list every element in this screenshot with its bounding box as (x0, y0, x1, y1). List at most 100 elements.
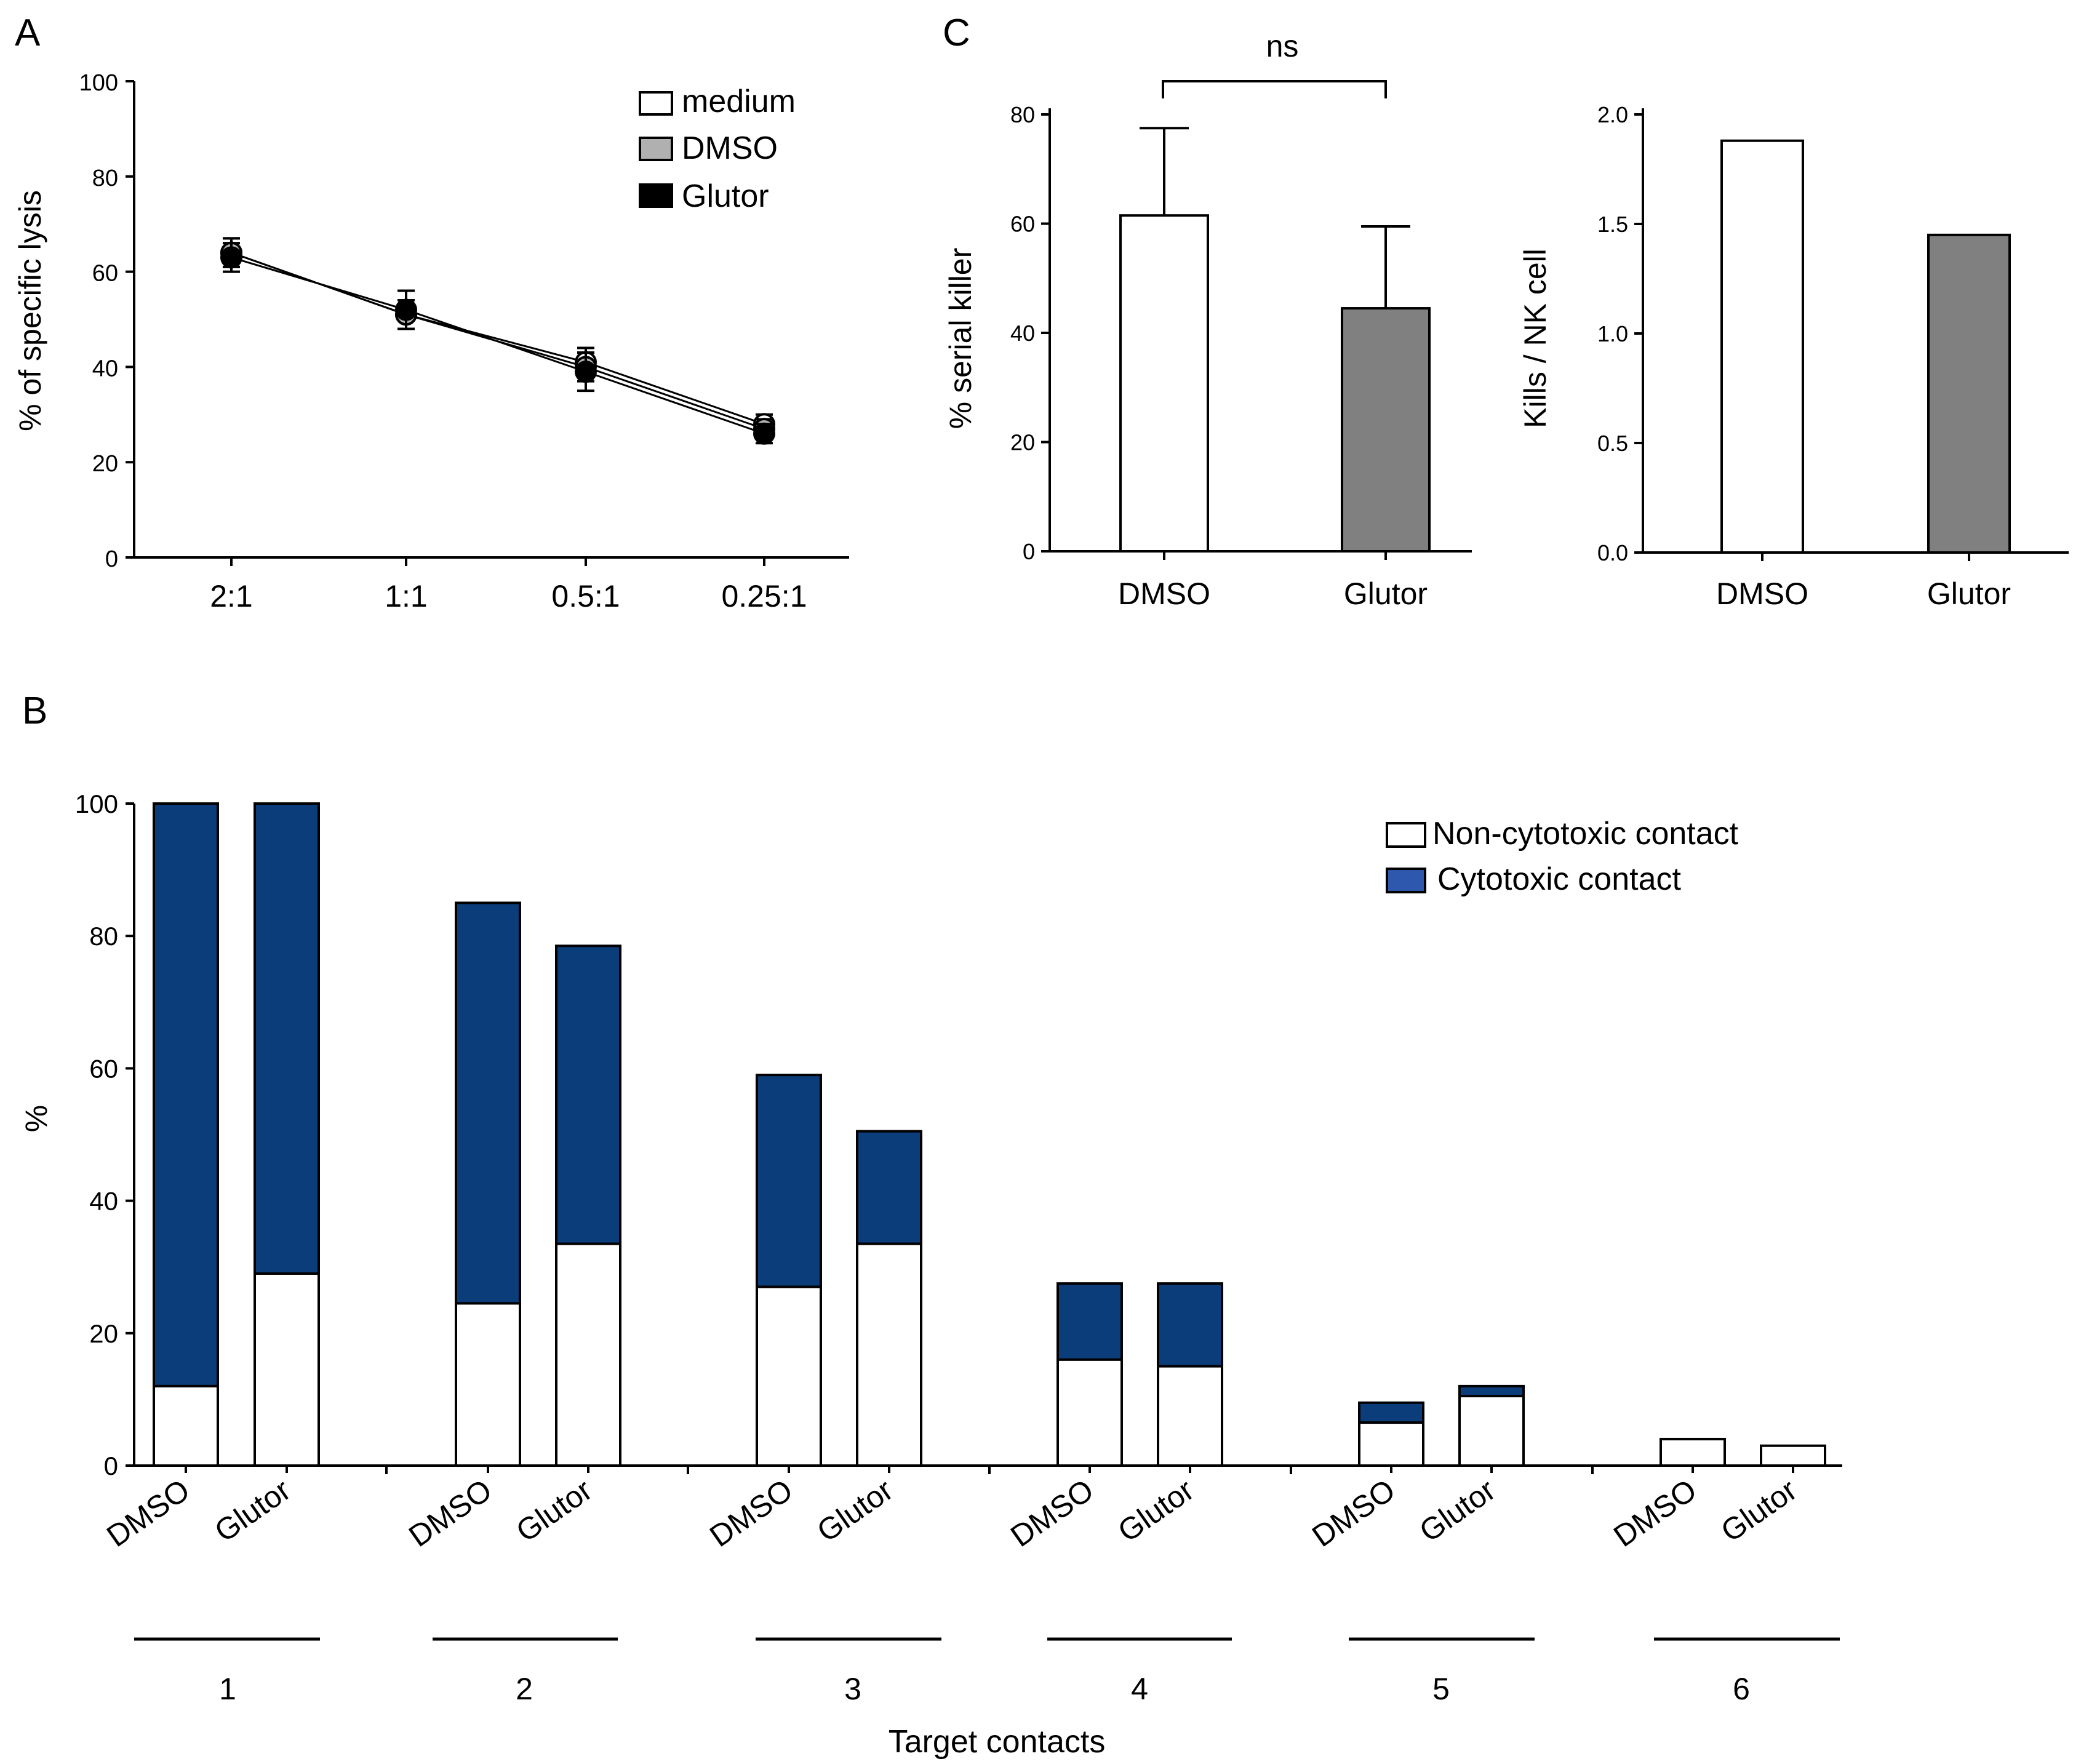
chart-c-right-marks (1720, 139, 2011, 554)
cr-x-tick-label: Glutor (1927, 577, 2011, 611)
a-point-glutor (220, 246, 242, 269)
chart-a-ylabel: % of specific lysis (13, 190, 47, 431)
a-series-line-glutor (231, 256, 765, 435)
b-bar-cytotoxic-dmso (1358, 1401, 1424, 1424)
b-group-label: 4 (1131, 1672, 1148, 1706)
a-point-glutor (575, 361, 597, 383)
b-bar-non-cytotoxic-dmso (1056, 1358, 1123, 1467)
a-y-tick-label: 100 (79, 70, 118, 96)
cr-y-tick-label: 1.0 (1597, 321, 1628, 346)
cl-y-tick-label: 20 (1010, 430, 1035, 455)
chart-b-xlabel: Target contacts (889, 1724, 1106, 1760)
b-group-label: 3 (844, 1672, 861, 1706)
b-y-tick-label: 100 (75, 789, 118, 818)
chart-c-left-marks (1119, 127, 1431, 553)
a-x-tick-label: 1:1 (385, 579, 428, 613)
b-bar-cytotoxic-dmso (756, 1074, 822, 1288)
cl-bar-dmso (1119, 214, 1209, 553)
cl-y-tick-label: 40 (1010, 321, 1035, 346)
chart-c-left: 0 20 40 60 80 DMSO Glutor % serial killer ns (943, 29, 1472, 611)
a-point-glutor (753, 422, 775, 445)
a-x-tick-label: 2:1 (210, 579, 253, 613)
cr-y-tick-label: 2.0 (1597, 102, 1628, 127)
cl-error-bar (1140, 127, 1189, 216)
chart-b-legend: Non-cytotoxic contact Cytotoxic contact (1386, 816, 1739, 897)
chart-c-right-axes: 0.0 0.5 1.0 1.5 2.0 DMSO Glutor (1597, 102, 2069, 611)
chart-a-legend: medium DMSO Glutor (639, 84, 796, 214)
a-y-tick-label: 20 (92, 451, 118, 477)
b-bar-non-cytotoxic-dmso (455, 1302, 521, 1467)
cr-bar-dmso (1720, 139, 1804, 554)
a-series-line-medium (231, 252, 765, 425)
chart-c-right-ylabel: Kills / NK cell (1518, 249, 1552, 428)
chart-a-marks (220, 237, 775, 445)
b-bar-cytotoxic-glutor (856, 1130, 922, 1245)
chart-b-ylabel: % (19, 1105, 54, 1132)
cl-y-tick-label: 0 (1023, 539, 1035, 564)
b-bar-non-cytotoxic-dmso (1660, 1437, 1726, 1467)
chart-a-axes: 0 20 40 60 80 100 2:1 1:1 0.5:1 0.25:1 (79, 70, 849, 613)
b-y-tick-label: 60 (89, 1054, 118, 1083)
b-bar-non-cytotoxic-dmso (1358, 1421, 1424, 1467)
b-x-tick-label-glutor: Glutor (1112, 1472, 1200, 1549)
b-bar-non-cytotoxic-glutor (1458, 1395, 1525, 1467)
significance-label: ns (1266, 29, 1299, 63)
b-bar-cytotoxic-glutor (1157, 1282, 1223, 1368)
b-bar-non-cytotoxic-dmso (756, 1285, 822, 1467)
b-x-tick-label-glutor: Glutor (1413, 1472, 1502, 1549)
legend-swatch-dmso (639, 137, 673, 161)
cl-y-tick-label: 80 (1010, 102, 1035, 127)
b-bar-cytotoxic-dmso (455, 901, 521, 1305)
a-point-glutor (395, 298, 417, 321)
panel-label-c: C (943, 12, 970, 54)
b-bar-non-cytotoxic-glutor (1760, 1444, 1826, 1467)
b-bar-cytotoxic-glutor (254, 802, 320, 1275)
b-bar-non-cytotoxic-glutor (254, 1272, 320, 1467)
b-x-tick-label-glutor: Glutor (1715, 1472, 1803, 1549)
cr-bar-glutor (1927, 233, 2011, 554)
b-bar-non-cytotoxic-glutor (555, 1242, 621, 1467)
a-y-tick-label: 60 (92, 261, 118, 287)
b-x-tick-label-dmso: DMSO (100, 1472, 196, 1554)
legend-swatch-cytotoxic (1386, 868, 1426, 893)
legend-swatch-medium (639, 91, 673, 116)
chart-b-marks (153, 802, 1826, 1467)
legend-swatch-non-cytotoxic (1386, 822, 1426, 848)
b-bar-cytotoxic-dmso (1056, 1282, 1123, 1361)
b-bar-non-cytotoxic-glutor (1157, 1365, 1223, 1467)
b-y-tick-label: 80 (89, 922, 118, 951)
a-x-tick-label: 0.5:1 (551, 579, 620, 613)
cl-y-tick-label: 60 (1010, 212, 1035, 237)
panel-label-b: B (22, 690, 47, 732)
cr-y-tick-label: 0.0 (1597, 540, 1628, 565)
b-bar-non-cytotoxic-dmso (153, 1384, 219, 1467)
b-group-label: 6 (1733, 1672, 1750, 1706)
b-y-tick-label: 40 (89, 1187, 118, 1216)
b-bar-non-cytotoxic-glutor (856, 1242, 922, 1467)
cl-x-tick-label: DMSO (1118, 577, 1210, 611)
cl-bar-glutor (1341, 307, 1431, 553)
legend-label-cytotoxic: Cytotoxic contact (1437, 861, 1681, 897)
chart-a: 0 20 40 60 80 100 2:1 1:1 0.5:1 0.25:1 % of speci… (13, 70, 849, 613)
cr-y-tick-label: 0.5 (1597, 431, 1628, 456)
panel-label-a: A (15, 12, 41, 54)
b-group-label: 2 (516, 1672, 533, 1706)
b-x-tick-label-dmso: DMSO (1004, 1472, 1100, 1554)
cl-x-tick-label: Glutor (1344, 577, 1428, 611)
significance-bracket (1162, 80, 1387, 98)
b-x-tick-label-dmso: DMSO (1607, 1472, 1703, 1554)
b-bar-cytotoxic-glutor (1458, 1384, 1525, 1398)
legend-label-non-cytotoxic: Non-cytotoxic contact (1432, 816, 1739, 852)
b-bar-cytotoxic-dmso (153, 802, 219, 1387)
cl-error-bar (1361, 225, 1410, 309)
b-x-tick-label-dmso: DMSO (1306, 1472, 1401, 1554)
legend-label-medium: medium (682, 84, 796, 119)
a-y-tick-label: 0 (105, 546, 118, 572)
legend-swatch-glutor (639, 183, 673, 208)
b-x-tick-label-glutor: Glutor (209, 1472, 297, 1549)
chart-c-left-ylabel: % serial killer (943, 248, 978, 429)
chart-c-right: 0.0 0.5 1.0 1.5 2.0 DMSO Glutor Kills / NK cel… (1518, 102, 2069, 611)
